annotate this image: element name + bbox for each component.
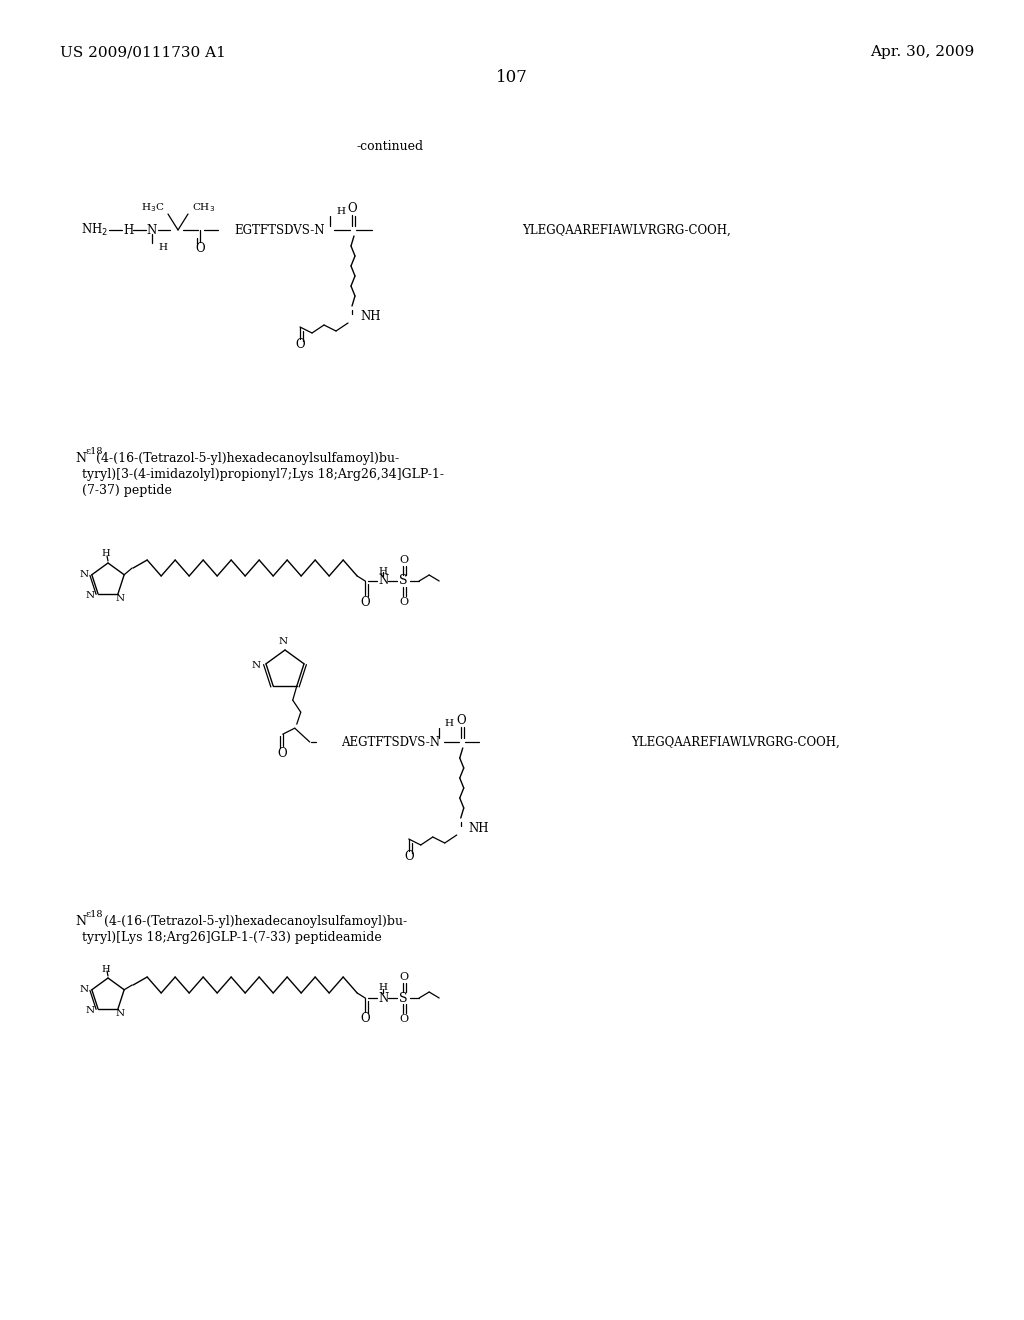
Text: H$_3$C: H$_3$C xyxy=(140,202,164,214)
Text: N: N xyxy=(79,985,88,994)
Text: N: N xyxy=(252,661,260,671)
Text: N: N xyxy=(378,574,388,587)
Text: O: O xyxy=(360,1012,370,1026)
Text: NH: NH xyxy=(469,821,489,834)
Text: O: O xyxy=(276,747,287,760)
Text: N: N xyxy=(75,451,86,465)
Text: N: N xyxy=(116,594,125,603)
Text: N: N xyxy=(146,223,157,236)
Text: -continued: -continued xyxy=(356,140,424,153)
Text: O: O xyxy=(399,554,409,565)
Text: N: N xyxy=(116,1010,125,1018)
Text: ε18: ε18 xyxy=(85,447,102,455)
Text: N: N xyxy=(79,570,88,579)
Text: (7-37) peptide: (7-37) peptide xyxy=(82,484,172,498)
Text: H: H xyxy=(379,983,388,993)
Text: N: N xyxy=(85,591,94,601)
Text: O: O xyxy=(399,1014,409,1024)
Text: N: N xyxy=(85,1006,94,1015)
Text: US 2009/0111730 A1: US 2009/0111730 A1 xyxy=(60,45,226,59)
Text: H: H xyxy=(379,566,388,576)
Text: ε18: ε18 xyxy=(85,909,102,919)
Text: H: H xyxy=(336,206,345,215)
Text: AEGTFTSDVS-N: AEGTFTSDVS-N xyxy=(341,735,440,748)
Text: H: H xyxy=(444,719,454,729)
Text: YLEGQAAREFIAWLVRGRG-COOH,: YLEGQAAREFIAWLVRGRG-COOH, xyxy=(631,735,840,748)
Text: NH: NH xyxy=(360,309,381,322)
Text: S: S xyxy=(399,991,408,1005)
Text: YLEGQAAREFIAWLVRGRG-COOH,: YLEGQAAREFIAWLVRGRG-COOH, xyxy=(522,223,731,236)
Text: (4-(16-(Tetrazol-5-yl)hexadecanoylsulfamoyl)bu-: (4-(16-(Tetrazol-5-yl)hexadecanoylsulfam… xyxy=(96,451,399,465)
Text: H: H xyxy=(101,549,111,558)
Text: N: N xyxy=(279,638,288,647)
Text: EGTFTSDVS-N: EGTFTSDVS-N xyxy=(234,223,326,236)
Text: O: O xyxy=(399,597,409,607)
Text: O: O xyxy=(403,850,414,863)
Text: (4-(16-(Tetrazol-5-yl)hexadecanoylsulfamoyl)bu-: (4-(16-(Tetrazol-5-yl)hexadecanoylsulfam… xyxy=(96,915,408,928)
Text: tyryl)[3-(4-imidazolyl)propionyl7;Lys 18;Arg26,34]GLP-1-: tyryl)[3-(4-imidazolyl)propionyl7;Lys 18… xyxy=(82,469,444,480)
Text: O: O xyxy=(456,714,466,726)
Text: NH$_2$: NH$_2$ xyxy=(81,222,108,238)
Text: S: S xyxy=(399,574,408,587)
Text: O: O xyxy=(347,202,356,214)
Text: O: O xyxy=(399,972,409,982)
Text: 107: 107 xyxy=(496,70,528,87)
Text: O: O xyxy=(360,595,370,609)
Text: H: H xyxy=(123,223,133,236)
Text: N: N xyxy=(378,991,388,1005)
Text: H: H xyxy=(158,243,167,252)
Text: tyryl)[Lys 18;Arg26]GLP-1-(7-33) peptideamide: tyryl)[Lys 18;Arg26]GLP-1-(7-33) peptide… xyxy=(82,931,382,944)
Text: O: O xyxy=(196,243,205,256)
Text: N: N xyxy=(75,915,86,928)
Text: Apr. 30, 2009: Apr. 30, 2009 xyxy=(870,45,974,59)
Text: CH$_3$: CH$_3$ xyxy=(193,202,215,214)
Text: H: H xyxy=(101,965,111,974)
Text: O: O xyxy=(295,338,305,351)
